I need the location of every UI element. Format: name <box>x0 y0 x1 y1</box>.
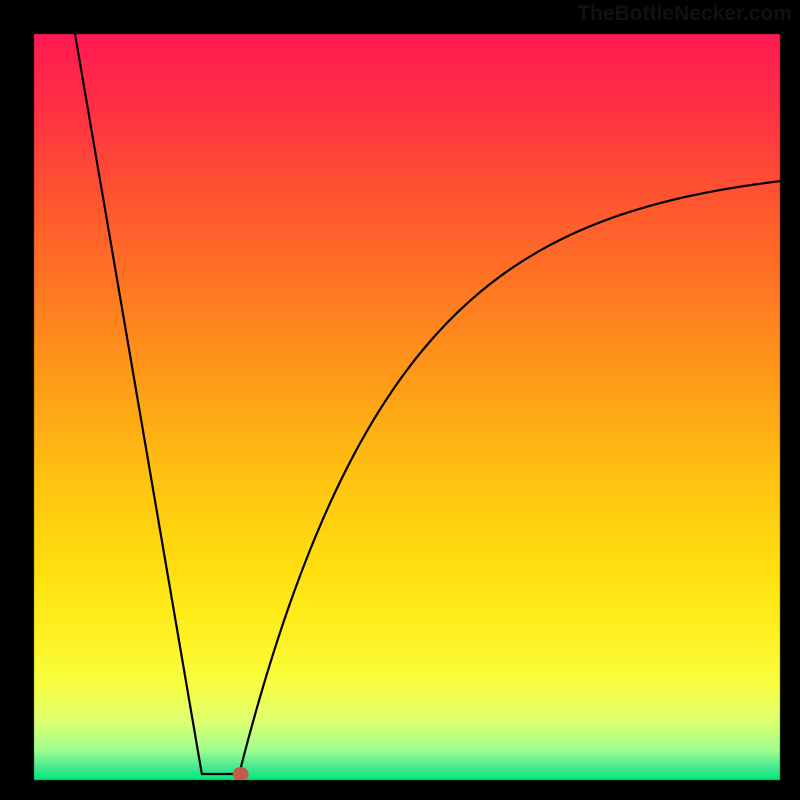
bottleneck-curve <box>75 34 780 774</box>
watermark-text: TheBottleNecker.com <box>577 2 792 26</box>
curve-plot <box>0 0 800 800</box>
notch-marker <box>233 767 249 781</box>
chart-container: TheBottleNecker.com <box>0 0 800 800</box>
